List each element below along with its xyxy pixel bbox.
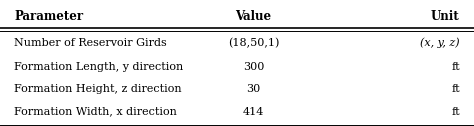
Text: Unit: Unit — [431, 10, 460, 23]
Text: (x, y, z): (x, y, z) — [420, 38, 460, 48]
Text: Formation Width, x direction: Formation Width, x direction — [14, 106, 177, 117]
Text: Formation Height, z direction: Formation Height, z direction — [14, 84, 182, 94]
Text: ft: ft — [451, 106, 460, 117]
Text: 414: 414 — [243, 106, 264, 117]
Text: Parameter: Parameter — [14, 10, 83, 23]
Text: 300: 300 — [243, 62, 264, 72]
Text: Formation Length, y direction: Formation Length, y direction — [14, 62, 183, 72]
Text: (18,50,1): (18,50,1) — [228, 38, 279, 48]
Text: Value: Value — [236, 10, 272, 23]
Text: ft: ft — [451, 62, 460, 72]
Text: 30: 30 — [246, 84, 261, 94]
Text: ft: ft — [451, 84, 460, 94]
Text: Number of Reservoir Girds: Number of Reservoir Girds — [14, 38, 167, 48]
